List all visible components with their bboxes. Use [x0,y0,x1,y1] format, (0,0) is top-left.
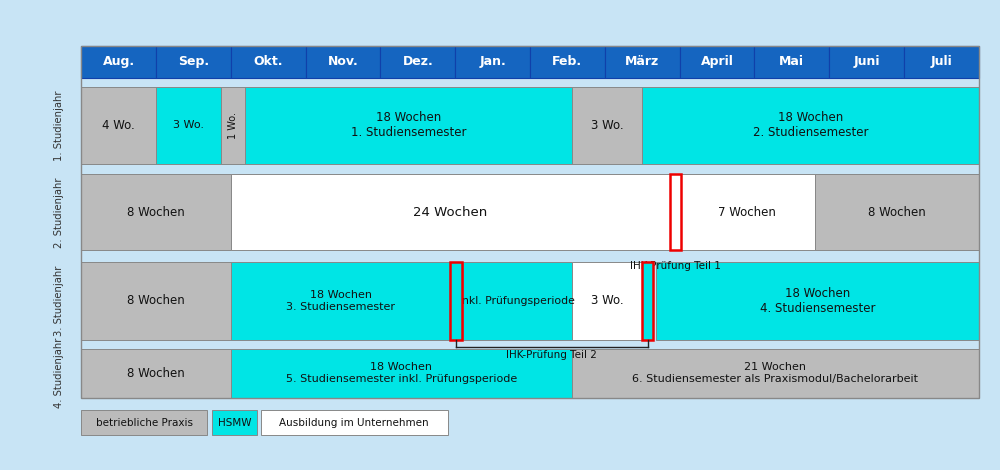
Bar [156,46,231,78]
Text: Okt.: Okt. [253,55,283,68]
Bar [680,174,815,251]
Text: IHK-Prüfung Teil 1: IHK-Prüfung Teil 1 [630,261,721,271]
Text: inkl. Prüfungsperiode: inkl. Prüfungsperiode [459,296,575,306]
Bar [212,410,257,435]
Text: 18 Wochen
3. Studiensemester: 18 Wochen 3. Studiensemester [286,290,395,312]
Text: Ausbildung im Unternehmen: Ausbildung im Unternehmen [279,418,429,428]
Bar [680,46,754,78]
Bar [450,262,462,339]
Bar [572,349,979,398]
Text: 8 Wochen: 8 Wochen [127,206,185,219]
Text: 18 Wochen
1. Studiensemester: 18 Wochen 1. Studiensemester [351,111,466,140]
Text: 4. Studienjahr: 4. Studienjahr [54,338,64,408]
Text: April: April [701,55,733,68]
Text: 21 Wochen
6. Studiensemester als Praxismodul/Bachelorarbeit: 21 Wochen 6. Studiensemester als Praxism… [632,362,918,384]
Text: Mai: Mai [779,55,804,68]
Bar [81,46,979,398]
Bar [231,174,670,251]
Text: Sep.: Sep. [178,55,209,68]
Text: Aug.: Aug. [102,55,135,68]
Text: 3 Wo.: 3 Wo. [173,120,204,131]
Bar [670,174,681,251]
Bar [754,46,829,78]
Text: IHK-Prüfung Teil 2: IHK-Prüfung Teil 2 [506,351,597,360]
Bar [245,87,572,164]
Text: 24 Wochen: 24 Wochen [413,206,488,219]
Text: betriebliche Praxis: betriebliche Praxis [96,418,193,428]
Text: Juni: Juni [853,55,880,68]
Text: Jan.: Jan. [479,55,506,68]
Text: 3. Studienjahr: 3. Studienjahr [54,266,64,336]
Bar [530,46,605,78]
Text: HSMW: HSMW [218,418,251,428]
Text: 1. Studienjahr: 1. Studienjahr [54,90,64,161]
Bar [829,46,904,78]
Text: März: März [625,55,659,68]
Bar [81,262,231,339]
Text: 8 Wochen: 8 Wochen [127,294,185,307]
Text: 2. Studienjahr: 2. Studienjahr [54,177,64,248]
Bar [815,174,979,251]
Bar [231,46,306,78]
Text: 7 Wochen: 7 Wochen [718,206,776,219]
Text: 18 Wochen
5. Studiensemester inkl. Prüfungsperiode: 18 Wochen 5. Studiensemester inkl. Prüfu… [286,362,517,384]
Bar [261,410,448,435]
Bar [572,262,642,339]
Text: 8 Wochen: 8 Wochen [868,206,926,219]
Bar [642,87,979,164]
Bar [81,174,231,251]
Bar [455,46,530,78]
Bar [463,262,572,339]
Bar [81,349,231,398]
Bar [572,87,642,164]
Bar [306,46,380,78]
Bar [231,262,450,339]
Bar [605,46,680,78]
Text: Nov.: Nov. [328,55,358,68]
Bar [81,410,207,435]
Bar [81,87,156,164]
Text: Feb.: Feb. [552,55,582,68]
Text: Dez.: Dez. [402,55,433,68]
Text: 4 Wo.: 4 Wo. [102,119,135,132]
Bar [642,262,653,339]
Bar [231,349,572,398]
Bar [656,262,979,339]
Text: 18 Wochen
2. Studiensemester: 18 Wochen 2. Studiensemester [753,111,868,140]
Text: Juli: Juli [931,55,952,68]
Text: 8 Wochen: 8 Wochen [127,367,185,380]
Text: 3 Wo.: 3 Wo. [591,294,623,307]
Bar [380,46,455,78]
Bar [904,46,979,78]
Bar [81,46,156,78]
Text: 3 Wo.: 3 Wo. [591,119,623,132]
Text: 18 Wochen
4. Studiensemester: 18 Wochen 4. Studiensemester [760,287,875,315]
Text: 1 Wo.: 1 Wo. [228,112,238,139]
Bar [156,87,221,164]
Bar [221,87,245,164]
